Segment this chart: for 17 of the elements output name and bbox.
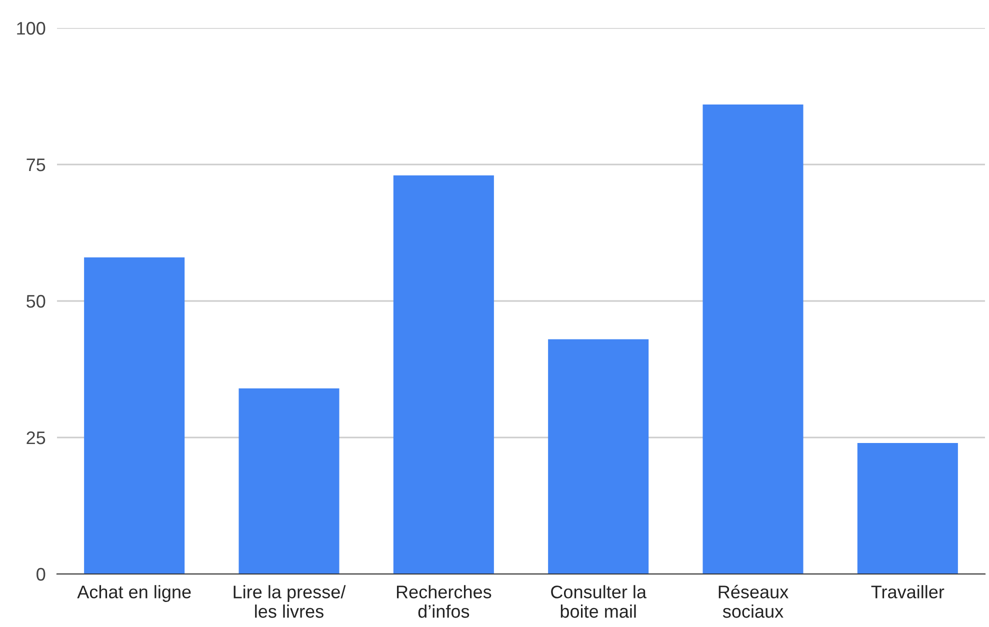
- x-tick-label: Lire la presse/ les livres: [234, 585, 346, 618]
- y-tick-label: 75: [26, 158, 46, 172]
- bar: [548, 339, 649, 574]
- x-tick-label: Réseaux sociaux: [718, 584, 788, 618]
- bar: [84, 257, 185, 574]
- bar: [702, 104, 804, 574]
- bar: [857, 442, 958, 574]
- x-tick-label: Achat en ligne: [77, 585, 191, 602]
- y-tick-label: 100: [17, 22, 46, 35]
- x-tick-label: Recherches d’infos: [396, 585, 492, 618]
- bar: [393, 175, 494, 574]
- y-tick-label: 0: [36, 568, 46, 581]
- y-tick-label: 50: [26, 294, 46, 308]
- x-tick-label: Travailler: [871, 585, 944, 598]
- bar: [238, 388, 340, 574]
- y-tick-label: 25: [26, 431, 46, 444]
- x-tick-label: Consulter la boite mail: [551, 585, 647, 618]
